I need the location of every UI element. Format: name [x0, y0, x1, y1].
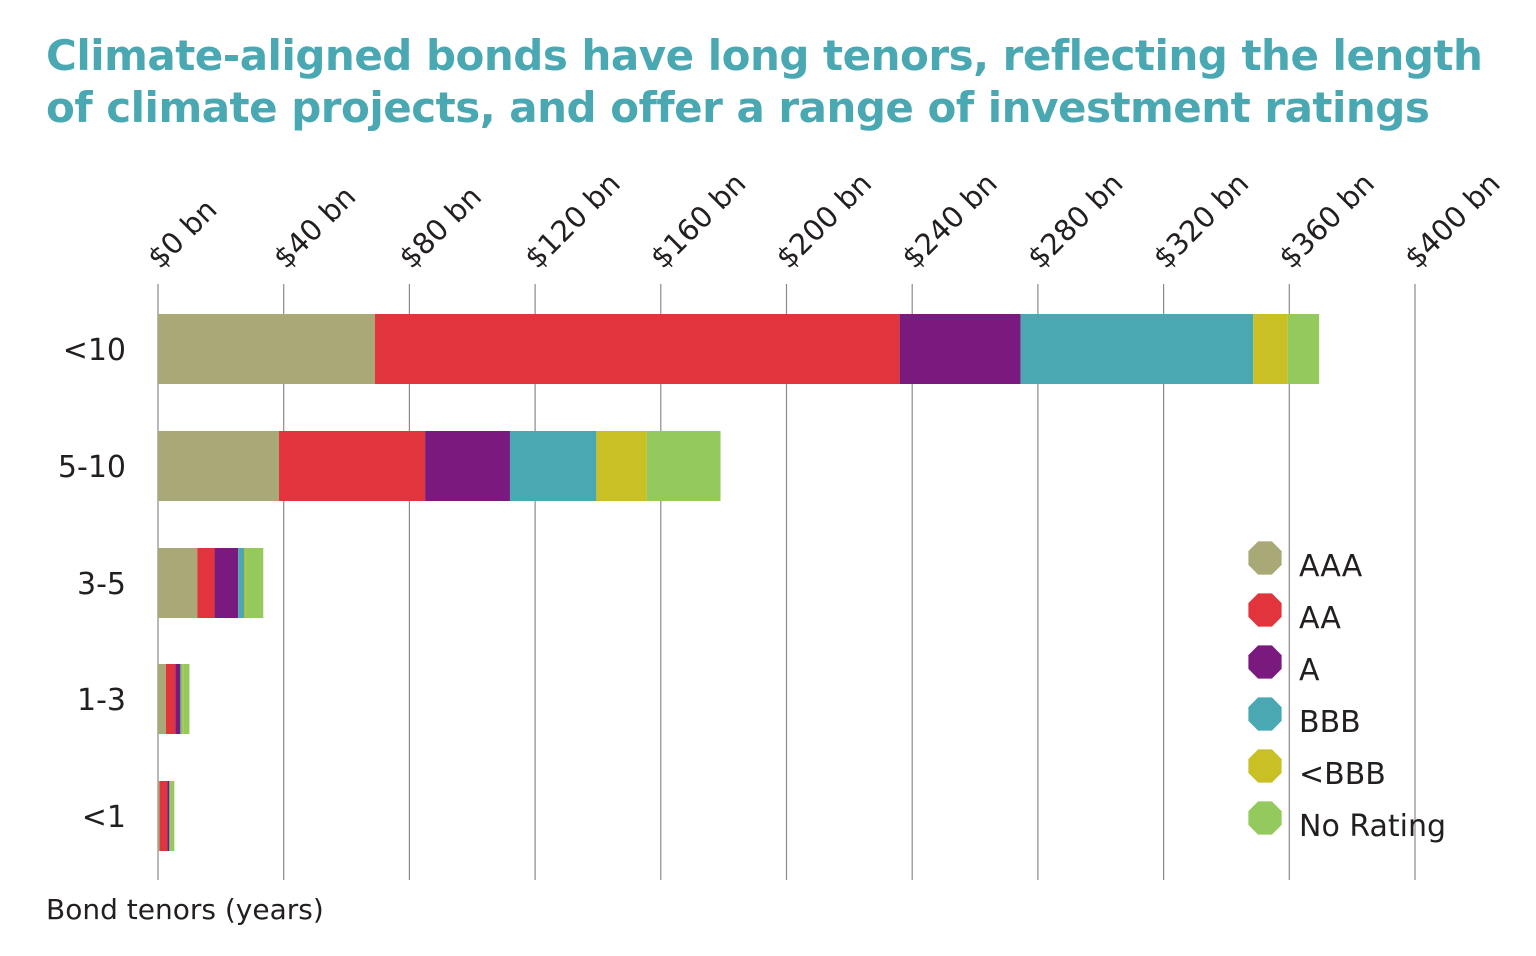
bar-segment [214, 548, 239, 618]
x-tick-label: $360 bn [1272, 166, 1381, 275]
bar-segment [245, 548, 264, 618]
bar-segment [197, 548, 215, 618]
bar-segment [168, 781, 170, 851]
bar-segment [1287, 314, 1320, 384]
bar-segment [158, 548, 198, 618]
bar-segment [158, 664, 166, 734]
bar-segment [158, 314, 375, 384]
bar-segment [167, 781, 169, 851]
chart-title: Climate-aligned bonds have long tenors, … [46, 31, 1483, 132]
legend-label: AA [1299, 601, 1341, 636]
x-tick-label: $280 bn [1021, 166, 1130, 275]
bar-segment [158, 781, 160, 851]
bar-segment [509, 431, 597, 501]
bar-segment [175, 664, 180, 734]
x-tick-label: $120 bn [518, 166, 627, 275]
category-label: 3-5 [77, 567, 126, 602]
bar-segment [425, 431, 510, 501]
bar-segment [170, 781, 175, 851]
x-tick-label: $160 bn [644, 166, 753, 275]
bar-segment [183, 664, 190, 734]
legend-label: AAA [1299, 549, 1363, 584]
x-tick-label: $80 bn [392, 179, 488, 275]
legend-swatch [1248, 697, 1282, 731]
legend-swatch [1248, 749, 1282, 783]
bar-segment [1253, 314, 1288, 384]
bar-segment [181, 664, 184, 734]
x-tick-label: $0 bn [141, 192, 224, 275]
legend-swatch [1248, 541, 1282, 575]
x-tick-label: $240 bn [895, 166, 1004, 275]
y-axis-categories: <10 5-10 3-5 1-3 <1 [58, 333, 126, 835]
category-label: <10 [63, 333, 126, 368]
bars [158, 314, 1320, 851]
bar-segment [165, 664, 176, 734]
x-tick-label: $200 bn [769, 166, 878, 275]
bar-segment [278, 431, 426, 501]
bar-segment [646, 431, 721, 501]
x-tick-label: $320 bn [1147, 166, 1256, 275]
category-label: <1 [82, 800, 126, 835]
bar-segment [238, 548, 245, 618]
x-axis-ticks: $0 bn $40 bn $80 bn $120 bn $160 bn $200 bn $2… [141, 166, 1507, 275]
legend-label: BBB [1299, 705, 1361, 740]
bar-segment [374, 314, 900, 384]
bar-segment [899, 314, 1021, 384]
bar-segment [1020, 314, 1254, 384]
x-tick-label: $40 bn [267, 179, 363, 275]
x-tick-label: $400 bn [1398, 166, 1507, 275]
bar-segment [596, 431, 647, 501]
bar-segment [169, 781, 171, 851]
category-label: 5-10 [58, 450, 126, 485]
y-axis-title: Bond tenors (years) [46, 893, 324, 926]
legend-label: <BBB [1299, 757, 1386, 792]
legend-swatch [1248, 645, 1282, 679]
bar-segment [159, 781, 168, 851]
category-label: 1-3 [77, 683, 126, 718]
bar-segment [179, 664, 182, 734]
bar-segment [158, 431, 279, 501]
bar-segment [244, 548, 246, 618]
legend-swatch [1248, 801, 1282, 835]
legend-label: A [1299, 653, 1320, 688]
legend-label: No Rating [1299, 809, 1446, 844]
legend-swatch [1248, 593, 1282, 627]
